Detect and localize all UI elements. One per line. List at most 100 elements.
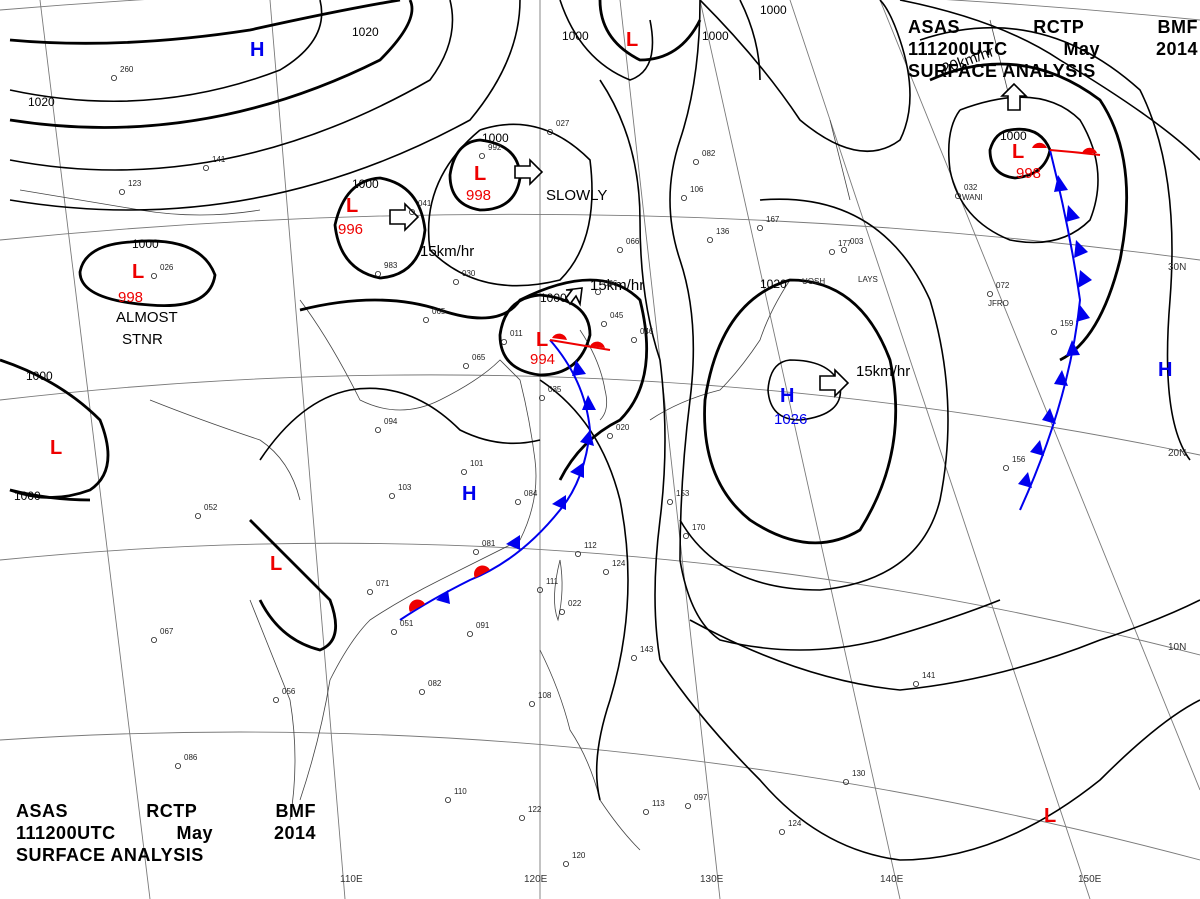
longitude-line-130e [619, 0, 721, 899]
header-time-3: 2014 [273, 823, 316, 843]
station-marker [607, 432, 614, 439]
station-pressure-value: 022 [568, 599, 582, 608]
station-marker [444, 797, 451, 804]
station-pressure-value: 051 [400, 619, 414, 628]
station-pressure-value: 108 [538, 691, 552, 700]
motion-arrow-icon [565, 287, 583, 307]
station-pressure-value: 035 [548, 385, 562, 394]
isobar-south [659, 659, 1200, 861]
isobar-high-1026-inner [767, 359, 842, 421]
isobar-central-2 [599, 79, 666, 661]
motion-arrow-icon [389, 202, 420, 232]
station-pressure-value: 032 [964, 183, 978, 192]
cold-front-barb [506, 535, 520, 550]
station-pressure-value: 011 [510, 329, 523, 338]
station-pressure-value: 113 [652, 799, 665, 808]
station-pressure-value: 045 [610, 311, 624, 320]
isobar-1 [9, 0, 401, 45]
header-top-right: ASAS RCTP BMF 111200UTC May 2014 SURFACE… [908, 16, 1198, 82]
station-marker [452, 278, 459, 285]
isobar-label: 1000 [1000, 129, 1027, 143]
station-marker [707, 236, 714, 243]
station-pressure-value: 159 [1060, 319, 1074, 328]
coast-japan [649, 279, 791, 421]
station-pressure-value: 065 [472, 353, 486, 362]
isobar-low-994 [498, 293, 592, 377]
station-marker [987, 290, 994, 297]
isobar-label: 1000 [482, 131, 509, 145]
cold-front-barb [1066, 205, 1080, 222]
station-pressure-value: 056 [282, 687, 296, 696]
station-code: JFRO [988, 299, 1009, 308]
station-pressure-value: 097 [694, 793, 708, 802]
low-center-value: 998 [118, 289, 143, 306]
station-marker [575, 551, 582, 558]
station-marker [390, 629, 397, 636]
station-marker [500, 338, 507, 345]
station-marker [559, 609, 566, 616]
station-pressure-value: 177 [838, 239, 852, 248]
isobar-east-5 [919, 26, 1191, 461]
station-marker [1003, 464, 1010, 471]
isobar-ring-a [427, 123, 593, 287]
isobar-2 [9, 0, 323, 103]
motion-arrow-icon [1000, 82, 1028, 111]
warm-front-bulge [590, 341, 605, 348]
low-center-symbol: L [1012, 141, 1024, 163]
warm-front-bulge [474, 565, 490, 578]
station-pressure-value: 112 [584, 541, 597, 550]
station-pressure-value: 082 [702, 149, 716, 158]
station-pressure-value: 082 [428, 679, 442, 688]
station-marker [111, 75, 118, 82]
station-pressure-value: 106 [690, 185, 704, 194]
isobar-label: 1000 [540, 291, 567, 305]
longitude-label: 130E [700, 874, 724, 885]
station-pressure-value: 081 [482, 539, 496, 548]
isobar-south-2 [689, 599, 1200, 691]
latitude-label: 10N [1168, 642, 1186, 653]
station-pressure-value: 167 [766, 215, 780, 224]
station-marker [603, 569, 610, 576]
coast-indochina [249, 599, 296, 821]
header-agency-2: RCTP [1033, 17, 1085, 37]
longitude-line-100e [39, 0, 151, 899]
cold-front-barb [1076, 305, 1090, 322]
isobar-label: 1000 [760, 3, 787, 17]
motion-arrows [389, 82, 1028, 398]
low-center-value: 998 [466, 187, 491, 204]
station-pressure-value: 141 [212, 155, 226, 164]
header-agency-3: BMF [1157, 17, 1198, 37]
high-center-symbol: H [780, 385, 794, 407]
header-agency-1: ASAS [16, 801, 69, 821]
station-marker [643, 809, 650, 816]
header-time-row: 111200UTC May 2014 [16, 822, 316, 844]
header-agency-3: BMF [275, 801, 316, 821]
warm-front-ne [1049, 149, 1101, 156]
station-marker [418, 689, 425, 696]
station-marker [601, 320, 608, 327]
station-pressure-value: 136 [716, 227, 730, 236]
header-time-1: 111200UTC [908, 39, 1008, 59]
high-center-value: 1026 [774, 411, 807, 428]
station-pressure-value: 027 [556, 119, 570, 128]
warm-front-bulge [552, 333, 567, 340]
station-marker [913, 681, 920, 688]
station-marker [539, 394, 546, 401]
coast-sakhalin [829, 119, 851, 201]
station-marker [478, 152, 485, 159]
station-marker [1051, 328, 1058, 335]
coast-philippines [539, 649, 641, 851]
station-marker [693, 158, 700, 165]
header-time-row: 111200UTC May 2014 [908, 38, 1198, 60]
cold-front-barb [1054, 370, 1068, 386]
isobar-low-998-n [448, 138, 522, 212]
station-marker [519, 815, 526, 822]
station-marker [194, 513, 201, 520]
header-time-3: 2014 [1155, 39, 1198, 59]
motion-arrow-icon [819, 368, 850, 398]
isobar-label: 1020 [760, 277, 787, 291]
isobar-sw-2 [249, 519, 338, 652]
low-center-symbol: L [346, 195, 358, 217]
cold-front-barb [580, 430, 594, 446]
